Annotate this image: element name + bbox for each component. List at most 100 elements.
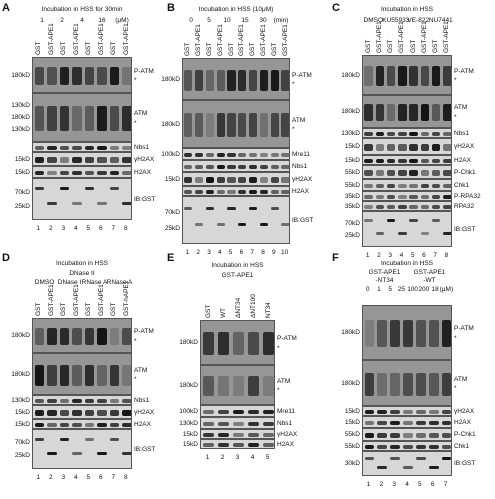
size-marker: 180kD <box>11 332 30 339</box>
lane-label: GST-APE1 <box>375 21 383 53</box>
band <box>232 443 245 447</box>
lane-label: GST <box>206 42 213 56</box>
header-text: Incubation in HSS <box>55 260 109 267</box>
blot <box>32 93 132 142</box>
band <box>34 410 44 416</box>
band <box>249 113 258 137</box>
size-marker: 15kD <box>182 430 198 438</box>
band <box>216 164 225 170</box>
row-name: Chk1 <box>454 442 470 450</box>
header-text: NU7441 <box>428 17 453 24</box>
band <box>216 177 225 183</box>
band <box>398 159 407 163</box>
band <box>415 457 426 460</box>
band <box>420 205 430 209</box>
lane-label: NT34 <box>264 302 272 318</box>
band <box>249 152 258 158</box>
band <box>227 177 236 183</box>
lane-number: 4 <box>73 474 78 481</box>
band <box>217 332 230 355</box>
band <box>375 205 385 209</box>
header-text: 10 <box>223 17 231 24</box>
size-marker: 180kD <box>161 120 180 128</box>
band <box>364 170 373 176</box>
blot <box>182 196 290 244</box>
band <box>216 152 225 158</box>
band <box>84 327 94 346</box>
row-name: IB:GST <box>454 225 476 233</box>
lane-number: 7 <box>250 249 254 256</box>
band <box>227 152 236 158</box>
band <box>238 69 247 91</box>
row-note: * <box>292 81 295 88</box>
lane-number: 6 <box>98 225 103 232</box>
band <box>227 69 236 91</box>
band <box>72 67 82 85</box>
size-marker: 25kD <box>344 231 360 239</box>
band <box>364 66 373 86</box>
band <box>281 164 289 170</box>
lane-number: 3 <box>235 454 240 461</box>
size-marker: 130kD <box>179 419 198 427</box>
band <box>97 157 107 163</box>
band <box>270 206 279 210</box>
band <box>232 421 245 427</box>
band <box>364 104 373 121</box>
band <box>281 177 289 183</box>
lane-number: 1 <box>36 225 41 232</box>
band <box>403 432 413 439</box>
lane-number: 3 <box>207 249 211 256</box>
lane-label: GST-APE1 <box>195 24 203 56</box>
band <box>377 372 388 396</box>
band <box>97 202 107 206</box>
band <box>109 187 119 191</box>
band <box>97 452 107 455</box>
header-text: (min) <box>273 17 289 24</box>
panel-label: F <box>332 252 339 264</box>
header-text: DNase II <box>69 270 95 277</box>
header-text: (μM) <box>115 17 129 24</box>
band <box>398 144 407 151</box>
band <box>386 159 396 163</box>
header-text: 16 <box>98 17 106 24</box>
lane-label: GST <box>249 42 257 56</box>
band <box>262 376 274 396</box>
blot <box>32 405 132 419</box>
band <box>443 132 451 136</box>
band <box>441 319 451 348</box>
lane-number: 7 <box>111 225 116 232</box>
size-marker: 15kD <box>14 408 30 416</box>
band <box>59 187 69 191</box>
band <box>122 106 131 131</box>
band <box>441 432 451 439</box>
band <box>202 443 215 447</box>
row-name: γH2AX <box>454 407 475 415</box>
band <box>270 113 279 137</box>
band <box>281 113 289 137</box>
row-name: γH2AX <box>277 430 298 438</box>
size-marker: 180kD <box>179 339 198 346</box>
blot <box>32 178 132 220</box>
size-marker: 15kD <box>14 168 30 176</box>
blot <box>362 360 452 406</box>
blot <box>182 172 290 186</box>
band <box>122 146 131 150</box>
band <box>390 410 401 414</box>
band <box>232 433 245 437</box>
band <box>262 421 274 427</box>
lane-number: 3 <box>388 252 392 259</box>
band <box>34 146 44 150</box>
header-text: GST-APE1 <box>221 272 254 279</box>
row-note: * <box>277 387 280 394</box>
band <box>97 146 107 150</box>
size-marker: 55kD <box>344 431 360 438</box>
band <box>84 170 94 176</box>
band <box>409 66 418 86</box>
size-marker: 15kD <box>14 420 30 428</box>
band <box>184 152 193 158</box>
header-text: Incubation in HSS for 30min <box>41 6 123 13</box>
band <box>441 372 451 396</box>
band <box>364 445 375 449</box>
band <box>122 452 131 455</box>
header-text: GST-APE1 <box>413 269 446 276</box>
